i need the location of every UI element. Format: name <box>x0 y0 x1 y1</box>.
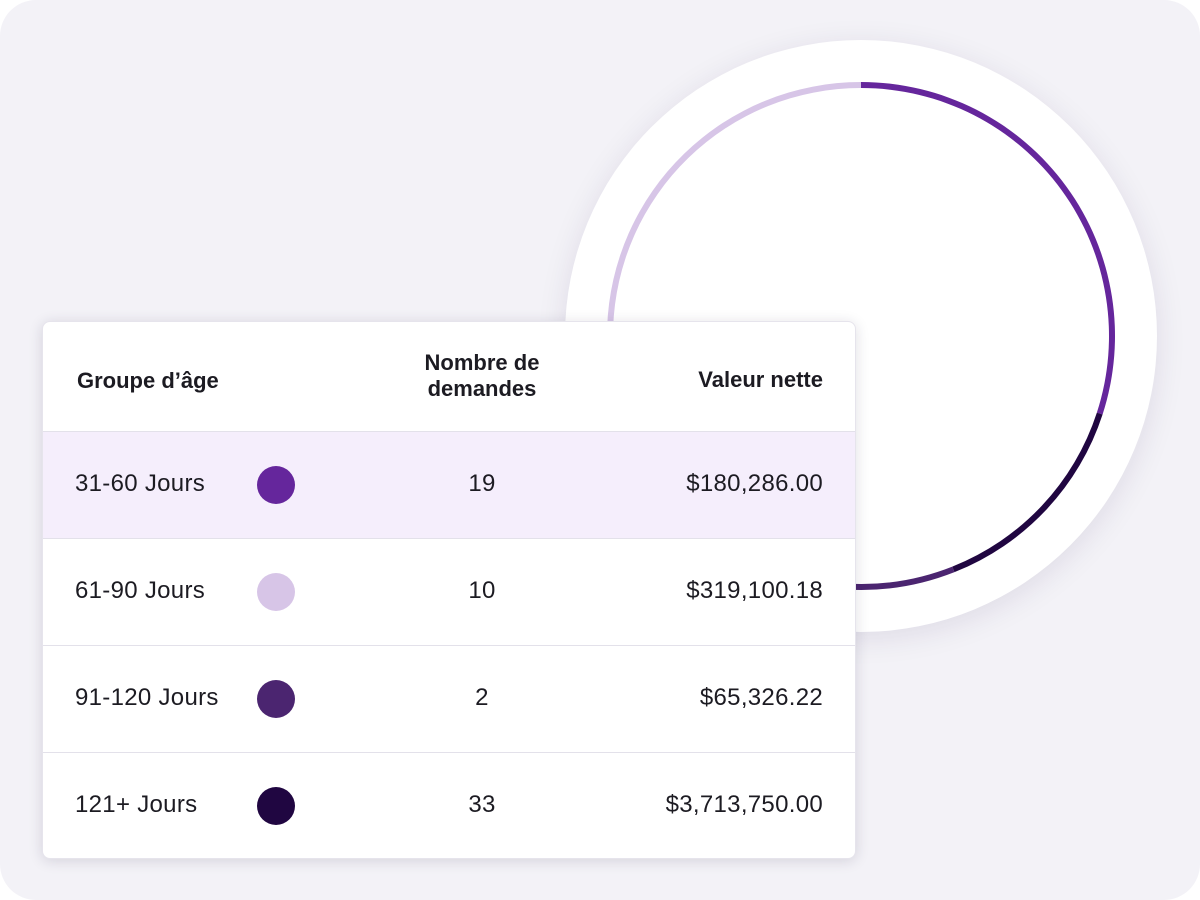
row-claim-count: 2 <box>475 684 489 711</box>
header-net-value: Valeur nette <box>698 367 823 392</box>
outer-ring-slice-31-60-jours <box>861 82 1115 415</box>
row-net-value: $65,326.22 <box>699 684 823 711</box>
table-row[interactable]: 31-60 Jours 19 $180,286.00 <box>43 432 855 539</box>
header-claim-count: Nombre de demandes <box>383 350 581 402</box>
header-claim-count-line1: Nombre de <box>424 350 540 375</box>
table-row[interactable]: 121+ Jours 33 $3,713,750.00 <box>43 753 855 858</box>
row-net-value: $180,286.00 <box>686 470 823 497</box>
donut-chart <box>607 82 1115 590</box>
legend-swatch <box>257 680 295 718</box>
row-claim-count: 10 <box>468 577 496 604</box>
aging-table: Groupe d’âge Nombre de demandes Valeur n… <box>42 321 856 859</box>
table-header: Groupe d’âge Nombre de demandes Valeur n… <box>43 322 855 432</box>
row-net-value: $3,713,750.00 <box>665 791 823 818</box>
row-age-group: 61-90 Jours <box>75 577 206 604</box>
outer-ring-slice-121-jours <box>952 412 1103 573</box>
table-row[interactable]: 91-120 Jours 2 $65,326.22 <box>43 646 855 753</box>
row-net-value: $319,100.18 <box>686 577 823 604</box>
legend-swatch <box>257 787 295 825</box>
header-claim-count-line2: demandes <box>427 376 537 401</box>
header-age-group: Groupe d’âge <box>77 368 219 393</box>
legend-swatch <box>257 466 295 504</box>
row-age-group: 121+ Jours <box>75 791 198 818</box>
outer-ring-slice-91-120-jours <box>845 566 955 590</box>
row-claim-count: 19 <box>468 470 496 497</box>
row-claim-count: 33 <box>468 791 496 818</box>
row-age-group: 91-120 Jours <box>75 684 219 711</box>
row-age-group: 31-60 Jours <box>75 470 206 497</box>
table-row[interactable]: 61-90 Jours 10 $319,100.18 <box>43 539 855 646</box>
legend-swatch <box>257 573 295 611</box>
